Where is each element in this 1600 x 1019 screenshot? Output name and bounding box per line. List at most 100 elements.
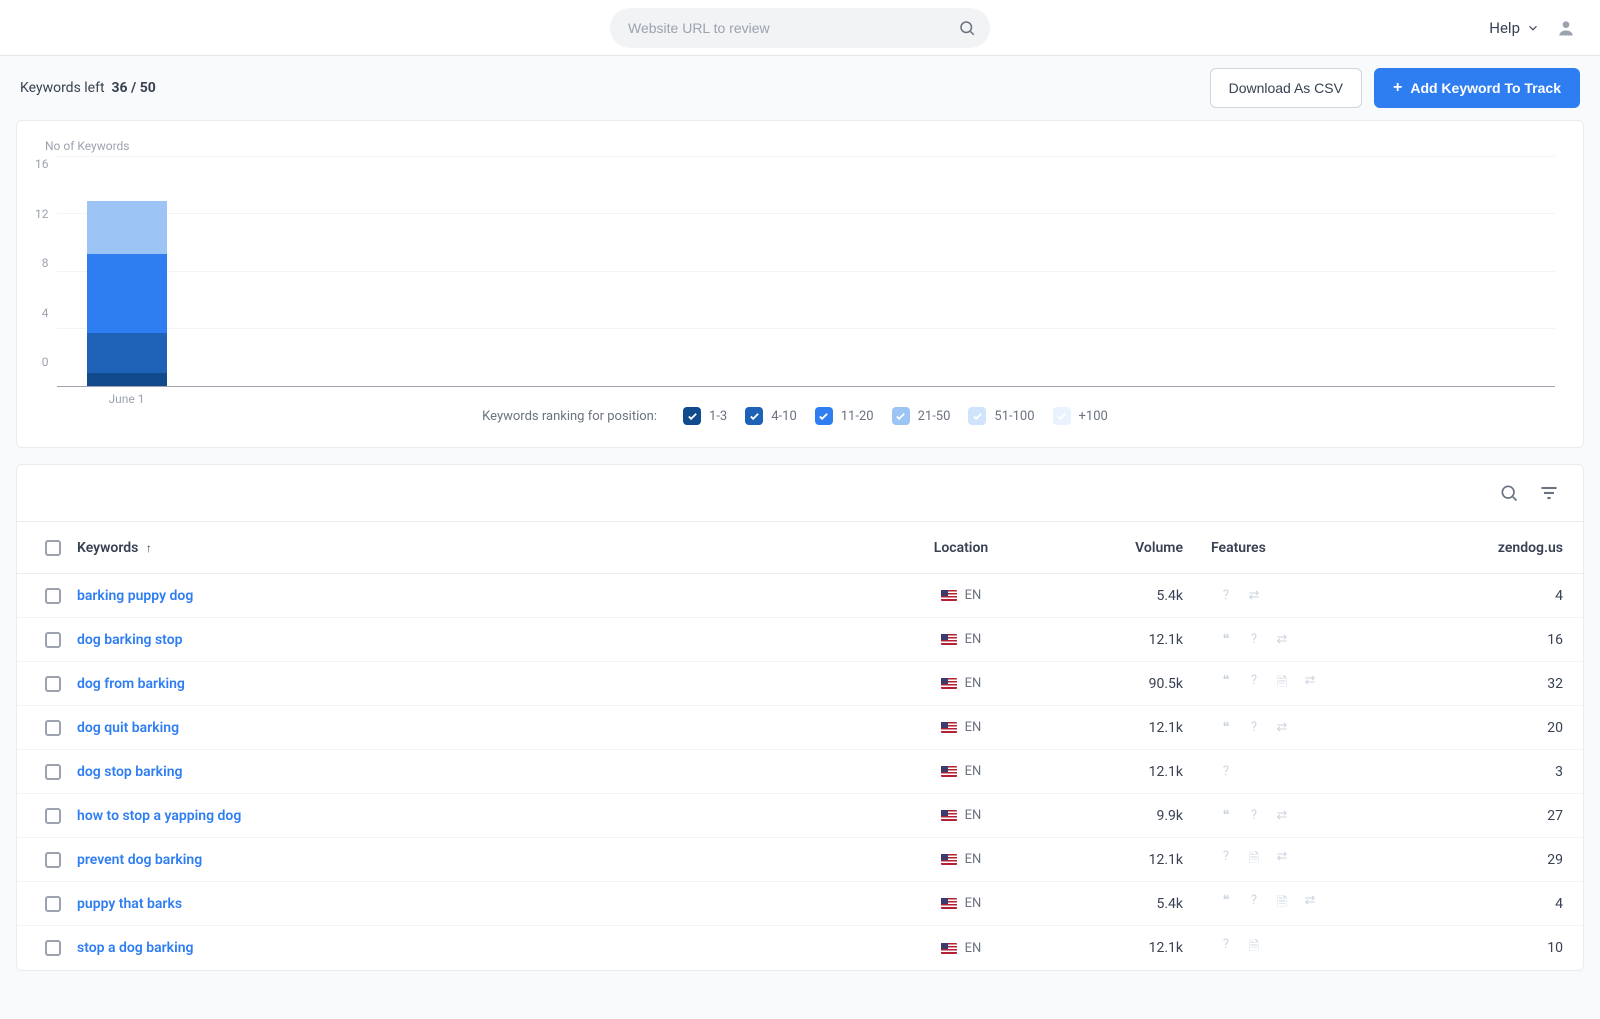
rank-cell: 27 xyxy=(1431,808,1571,824)
question-icon: ? xyxy=(1219,764,1233,779)
legend-checkbox[interactable] xyxy=(892,407,910,425)
header-rank[interactable]: zendog.us xyxy=(1431,540,1571,556)
keyword-cell: puppy that barks xyxy=(77,896,871,912)
row-checkbox-cell xyxy=(29,896,77,912)
keyword-link[interactable]: puppy that barks xyxy=(77,896,182,912)
volume-cell: 5.4k xyxy=(1051,896,1211,912)
header-checkbox-cell xyxy=(29,540,77,556)
row-checkbox[interactable] xyxy=(45,588,61,604)
legend-item[interactable]: 21-50 xyxy=(892,407,951,425)
rank-cell: 10 xyxy=(1431,940,1571,956)
sort-asc-icon: ↑ xyxy=(146,541,152,555)
row-checkbox[interactable] xyxy=(45,676,61,692)
keyword-link[interactable]: dog from barking xyxy=(77,676,185,692)
question-icon: ? xyxy=(1219,849,1233,871)
features-cell: ? xyxy=(1211,764,1431,779)
search-wrap xyxy=(610,8,990,48)
rank-cell: 4 xyxy=(1431,588,1571,604)
table-search-icon[interactable] xyxy=(1499,483,1519,503)
y-tick: 4 xyxy=(42,306,49,320)
keyword-link[interactable]: dog barking stop xyxy=(77,632,183,648)
row-checkbox[interactable] xyxy=(45,764,61,780)
rank-cell: 16 xyxy=(1431,632,1571,648)
legend-checkbox[interactable] xyxy=(745,407,763,425)
location-cell: EN xyxy=(871,941,1051,956)
keyword-link[interactable]: barking puppy dog xyxy=(77,588,193,604)
legend-checkbox[interactable] xyxy=(815,407,833,425)
select-all-checkbox[interactable] xyxy=(45,540,61,556)
chart-title: No of Keywords xyxy=(35,139,1555,153)
header-location[interactable]: Location xyxy=(871,540,1051,556)
volume-cell: 12.1k xyxy=(1051,720,1211,736)
rank-cell: 4 xyxy=(1431,896,1571,912)
volume-cell: 9.9k xyxy=(1051,808,1211,824)
row-checkbox[interactable] xyxy=(45,896,61,912)
question-icon: ? xyxy=(1247,673,1261,695)
features-cell: ❝?🗎⇄ xyxy=(1211,893,1431,915)
us-flag-icon xyxy=(941,722,957,733)
keyword-link[interactable]: prevent dog barking xyxy=(77,852,202,868)
snippet-icon: ❝ xyxy=(1219,893,1233,915)
row-checkbox-cell xyxy=(29,852,77,868)
help-dropdown[interactable]: Help xyxy=(1489,19,1540,37)
us-flag-icon xyxy=(941,854,957,865)
chevron-down-icon xyxy=(1526,21,1540,35)
legend-checkbox[interactable] xyxy=(1053,407,1071,425)
legend-item[interactable]: 51-100 xyxy=(968,407,1034,425)
search-icon[interactable] xyxy=(958,19,976,37)
header-keywords[interactable]: Keywords ↑ xyxy=(77,540,871,556)
row-checkbox[interactable] xyxy=(45,808,61,824)
location-cell: EN xyxy=(871,896,1051,911)
legend-item[interactable]: 1-3 xyxy=(683,407,727,425)
row-checkbox-cell xyxy=(29,676,77,692)
topbar-right: Help xyxy=(1489,18,1576,38)
keyword-link[interactable]: how to stop a yapping dog xyxy=(77,808,241,824)
doc-icon: 🗎 xyxy=(1247,849,1261,871)
header-features[interactable]: Features xyxy=(1211,540,1431,556)
row-checkbox[interactable] xyxy=(45,632,61,648)
keyword-cell: dog from barking xyxy=(77,676,871,692)
legend-item[interactable]: 11-20 xyxy=(815,407,874,425)
location-cell: EN xyxy=(871,764,1051,779)
us-flag-icon xyxy=(941,634,957,645)
volume-cell: 12.1k xyxy=(1051,764,1211,780)
row-checkbox[interactable] xyxy=(45,852,61,868)
header-volume[interactable]: Volume xyxy=(1051,540,1211,556)
location-label: EN xyxy=(965,852,982,867)
legend-checkbox[interactable] xyxy=(968,407,986,425)
keyword-link[interactable]: dog quit barking xyxy=(77,720,179,736)
keyword-cell: dog stop barking xyxy=(77,764,871,780)
snippet-icon: ❝ xyxy=(1219,808,1233,823)
bar-segment xyxy=(87,201,167,254)
bar-segment xyxy=(87,254,167,334)
download-csv-button[interactable]: Download As CSV xyxy=(1210,68,1362,108)
keyword-link[interactable]: dog stop barking xyxy=(77,764,183,780)
gridline xyxy=(57,328,1556,329)
keyword-table: Keywords ↑ Location Volume Features zend… xyxy=(17,522,1583,970)
user-avatar-icon[interactable] xyxy=(1556,18,1576,38)
features-cell: ❝?⇄ xyxy=(1211,808,1431,823)
legend-item[interactable]: 4-10 xyxy=(745,407,797,425)
question-icon: ? xyxy=(1219,588,1233,603)
location-label: EN xyxy=(965,808,982,823)
search-input[interactable] xyxy=(610,8,990,48)
row-checkbox[interactable] xyxy=(45,940,61,956)
features-cell: ❝?⇄ xyxy=(1211,632,1431,647)
legend-checkbox[interactable] xyxy=(683,407,701,425)
row-checkbox-cell xyxy=(29,808,77,824)
filter-icon[interactable] xyxy=(1539,483,1559,503)
y-tick: 12 xyxy=(35,207,49,221)
keyword-cell: how to stop a yapping dog xyxy=(77,808,871,824)
question-icon: ? xyxy=(1247,808,1261,823)
table-row: puppy that barks EN5.4k❝?🗎⇄4 xyxy=(17,882,1583,926)
keywords-left-value: 36 / 50 xyxy=(112,80,156,96)
row-checkbox[interactable] xyxy=(45,720,61,736)
row-checkbox-cell xyxy=(29,720,77,736)
header-keywords-label: Keywords xyxy=(77,540,138,556)
volume-cell: 5.4k xyxy=(1051,588,1211,604)
legend-item[interactable]: +100 xyxy=(1053,407,1108,425)
swap-icon: ⇄ xyxy=(1275,849,1289,871)
keyword-link[interactable]: stop a dog barking xyxy=(77,940,194,956)
add-keyword-button[interactable]: + Add Keyword To Track xyxy=(1374,68,1580,108)
snippet-icon: ❝ xyxy=(1219,673,1233,695)
